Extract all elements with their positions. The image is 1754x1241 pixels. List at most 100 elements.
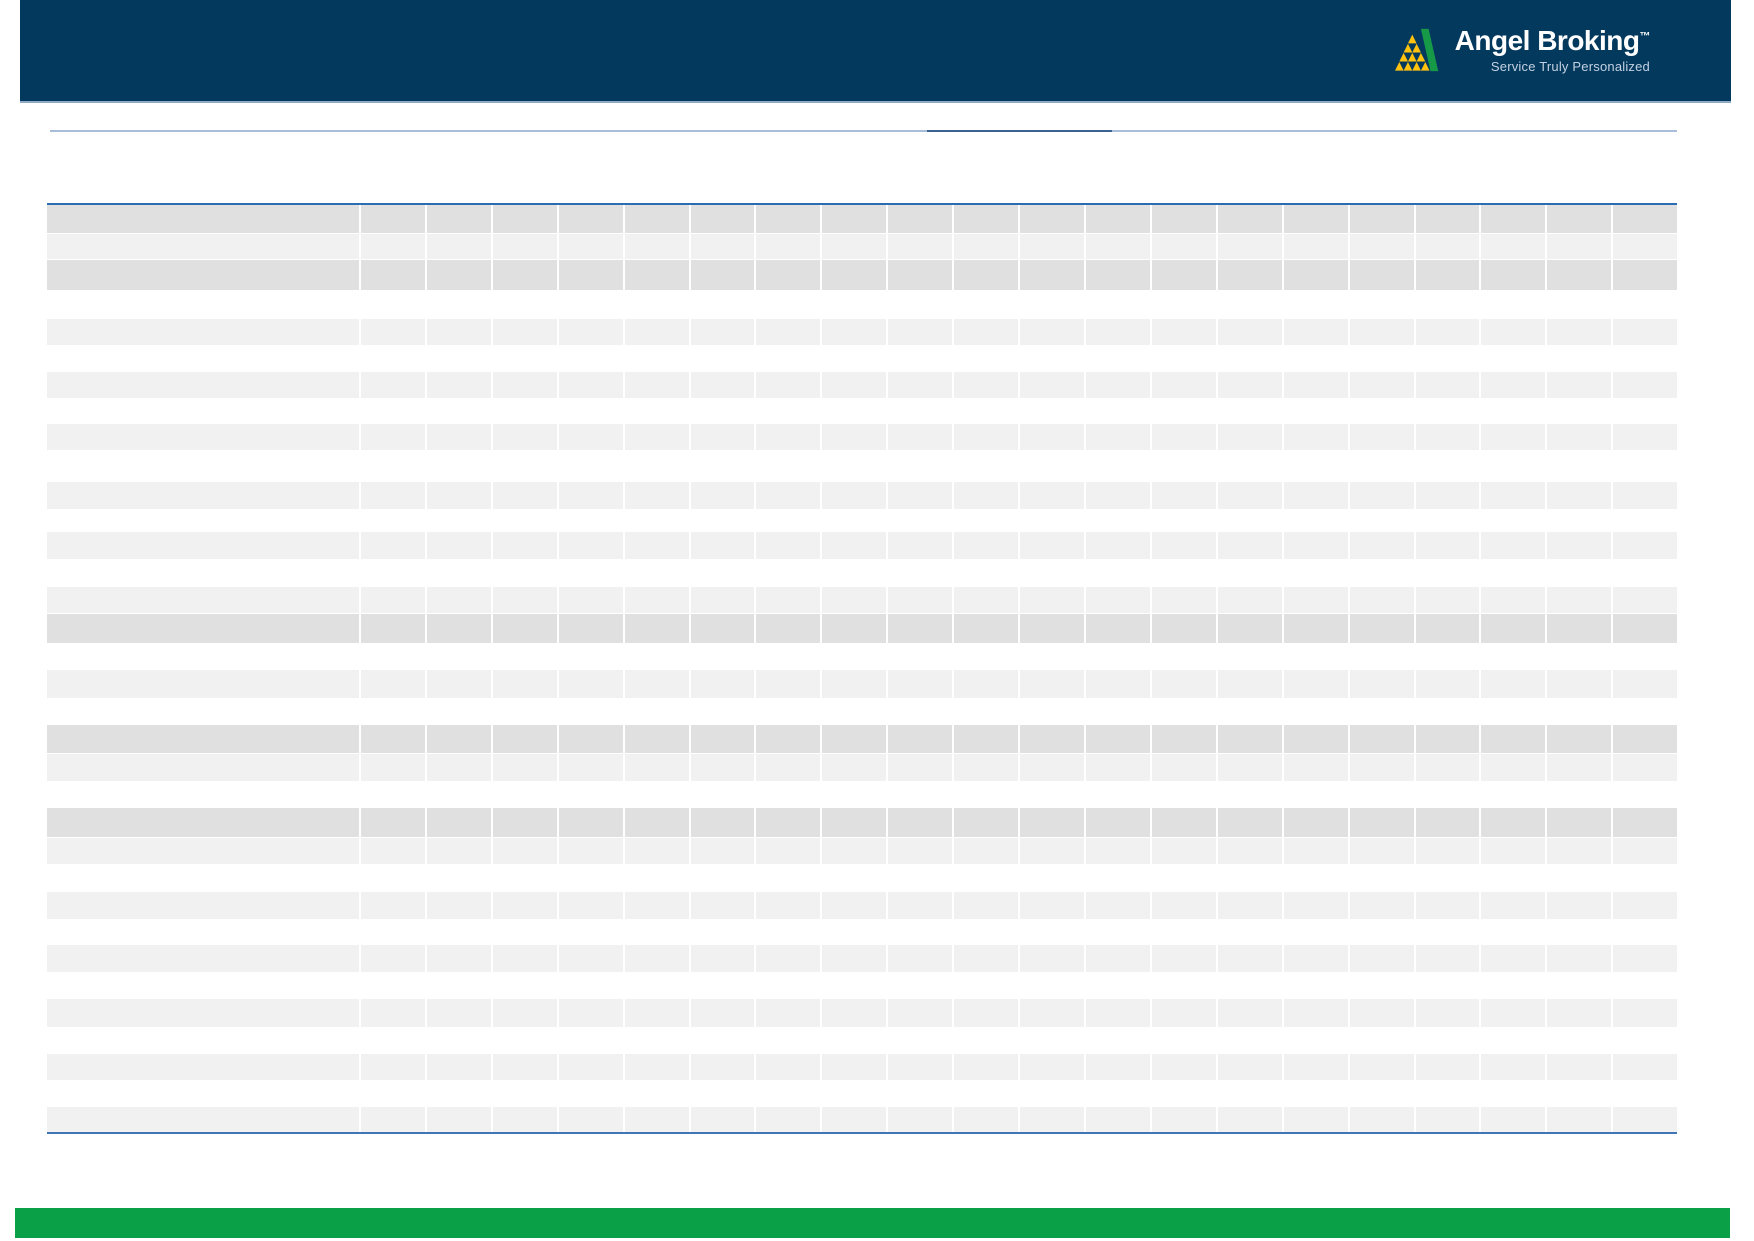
- row-label-cell: [47, 725, 359, 753]
- data-cell: [1151, 260, 1216, 290]
- data-cell: [888, 892, 953, 919]
- data-cell: [426, 205, 491, 233]
- data-cell: [361, 372, 425, 398]
- data-cell: [1151, 892, 1216, 919]
- table-row: [47, 837, 1678, 864]
- data-cell: [426, 999, 491, 1027]
- table-header-row: [47, 259, 1678, 290]
- data-cell: [624, 587, 689, 613]
- data-cell: [1481, 482, 1546, 509]
- data-cell: [954, 319, 1019, 345]
- data-cell: [888, 424, 953, 450]
- data-cell: [822, 532, 887, 559]
- data-cell: [624, 260, 689, 290]
- data-cell: [1613, 892, 1678, 919]
- data-cell: [1085, 1107, 1150, 1132]
- data-cell: [558, 424, 623, 450]
- data-cell: [1085, 319, 1150, 345]
- data-cell: [558, 1054, 623, 1080]
- data-cell: [1481, 587, 1546, 613]
- data-cell: [558, 532, 623, 559]
- data-cell: [1217, 205, 1282, 233]
- data-cell: [1283, 205, 1348, 233]
- data-cell: [1547, 424, 1612, 450]
- data-cell: [756, 999, 821, 1027]
- data-cell: [822, 725, 887, 753]
- data-cell: [954, 945, 1019, 972]
- data-cell: [822, 754, 887, 781]
- data-cell: [492, 892, 557, 919]
- data-cell: [1415, 482, 1480, 509]
- data-cell: [690, 670, 755, 698]
- data-cell: [492, 587, 557, 613]
- table-row-spacer: [47, 919, 1677, 945]
- data-cell: [1547, 319, 1612, 345]
- data-cell: [492, 319, 557, 345]
- data-cell: [888, 838, 953, 864]
- data-cell: [1085, 482, 1150, 509]
- data-cell: [1283, 838, 1348, 864]
- data-cell: [1613, 838, 1678, 864]
- data-cell: [558, 482, 623, 509]
- data-cell: [1415, 424, 1480, 450]
- row-label-cell: [47, 838, 359, 864]
- row-label-cell: [47, 1107, 359, 1132]
- table-row: [47, 424, 1678, 450]
- footer-bar: [15, 1208, 1730, 1238]
- data-cell: [1085, 892, 1150, 919]
- data-cell: [756, 532, 821, 559]
- data-cell: [1547, 808, 1612, 837]
- data-cell: [1481, 614, 1546, 643]
- data-cell: [1547, 725, 1612, 753]
- data-cell: [1415, 372, 1480, 398]
- data-cell: [1349, 892, 1414, 919]
- data-cell: [361, 260, 425, 290]
- data-cell: [1349, 587, 1414, 613]
- angel-broking-logo: Angel Broking™ Service Truly Personalize…: [1394, 27, 1651, 74]
- row-label-cell: [47, 999, 359, 1027]
- row-label-cell: [47, 754, 359, 781]
- data-cell: [1349, 260, 1414, 290]
- data-cell: [1151, 205, 1216, 233]
- data-cell: [954, 838, 1019, 864]
- data-cell: [426, 1054, 491, 1080]
- data-cell: [1547, 260, 1612, 290]
- data-cell: [1020, 614, 1084, 643]
- data-cell: [1481, 725, 1546, 753]
- data-cell: [1613, 482, 1678, 509]
- data-cell: [426, 424, 491, 450]
- data-cell: [888, 234, 953, 259]
- data-cell: [1020, 424, 1084, 450]
- data-cell: [1349, 754, 1414, 781]
- data-cell: [1085, 260, 1150, 290]
- data-cell: [1151, 587, 1216, 613]
- table-row-spacer: [47, 290, 1677, 319]
- data-cell: [492, 725, 557, 753]
- data-cell: [1283, 808, 1348, 837]
- data-cell: [1085, 725, 1150, 753]
- data-cell: [558, 838, 623, 864]
- data-cell: [954, 532, 1019, 559]
- data-cell: [888, 260, 953, 290]
- data-cell: [361, 1107, 425, 1132]
- data-cell: [1613, 808, 1678, 837]
- data-cell: [1151, 1107, 1216, 1132]
- data-cell: [822, 838, 887, 864]
- table-row-spacer: [47, 972, 1677, 999]
- data-cell: [558, 999, 623, 1027]
- data-cell: [1613, 372, 1678, 398]
- data-cell: [624, 725, 689, 753]
- data-cell: [1217, 725, 1282, 753]
- data-cell: [426, 670, 491, 698]
- data-cell: [1020, 754, 1084, 781]
- data-cell: [624, 999, 689, 1027]
- data-cell: [1349, 838, 1414, 864]
- data-cell: [1547, 532, 1612, 559]
- data-cell: [426, 614, 491, 643]
- data-cell: [624, 838, 689, 864]
- data-cell: [1217, 260, 1282, 290]
- data-cell: [1415, 234, 1480, 259]
- brand-title: Angel Broking™: [1455, 27, 1651, 55]
- data-cell: [954, 999, 1019, 1027]
- data-cell: [1283, 725, 1348, 753]
